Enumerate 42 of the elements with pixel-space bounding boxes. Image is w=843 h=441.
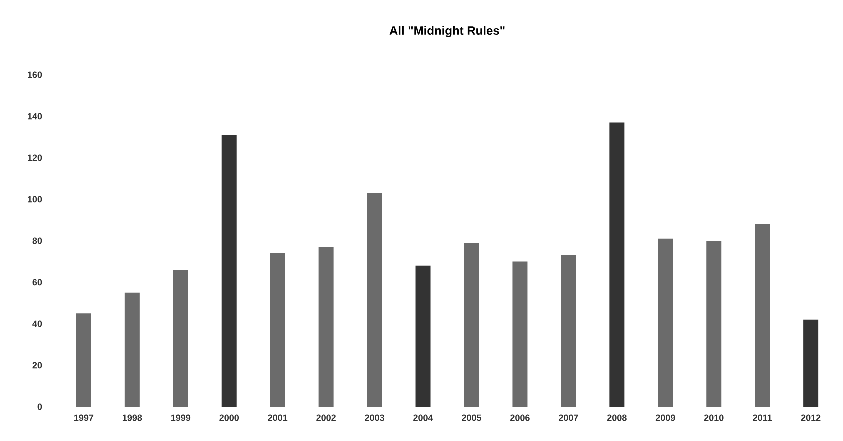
- x-tick-label: 2002: [316, 414, 336, 422]
- y-tick-label: 40: [32, 320, 42, 328]
- y-tick-label: 0: [38, 404, 42, 410]
- x-tick-label: 1997: [74, 414, 94, 422]
- bar: [416, 266, 431, 407]
- x-tick-label: 2008: [607, 414, 627, 422]
- y-tick-label: 140: [28, 113, 42, 120]
- bar: [367, 193, 382, 407]
- x-tick-label: 1999: [171, 414, 191, 422]
- bar: [512, 262, 528, 407]
- x-tick-label: 2005: [462, 414, 482, 422]
- bar: [173, 270, 188, 407]
- chart-title: All "Midnight Rules": [390, 26, 505, 38]
- y-tick-label: 100: [28, 196, 42, 203]
- x-tick-label: 1998: [122, 414, 142, 422]
- bar: [222, 135, 237, 407]
- x-tick-label: 2007: [558, 414, 578, 422]
- bar: [270, 253, 286, 407]
- bar: [561, 256, 576, 407]
- x-tick-label: 2004: [414, 414, 434, 422]
- bar: [706, 240, 722, 407]
- x-tick-label: 2010: [704, 414, 724, 422]
- x-tick-label: 2011: [753, 414, 772, 422]
- x-tick-label: 2012: [801, 414, 821, 422]
- bar: [318, 247, 334, 407]
- bar: [124, 292, 140, 407]
- x-tick-label: 2006: [510, 414, 530, 422]
- y-tick-label: 20: [32, 362, 42, 369]
- bar: [610, 122, 625, 407]
- x-tick-label: 2009: [656, 414, 676, 422]
- bar: [658, 238, 674, 407]
- y-tick-label: 60: [32, 279, 42, 286]
- y-tick-label: 80: [32, 238, 42, 244]
- y-tick-label: 120: [28, 154, 42, 162]
- bar: [76, 314, 92, 407]
- bar: [464, 243, 480, 407]
- x-tick-label: 2000: [220, 414, 240, 422]
- x-tick-label: 2003: [365, 414, 384, 422]
- x-tick-label: 2001: [268, 414, 288, 422]
- bar: [755, 224, 770, 407]
- y-tick-label: 160: [28, 72, 42, 78]
- bar: [804, 320, 819, 407]
